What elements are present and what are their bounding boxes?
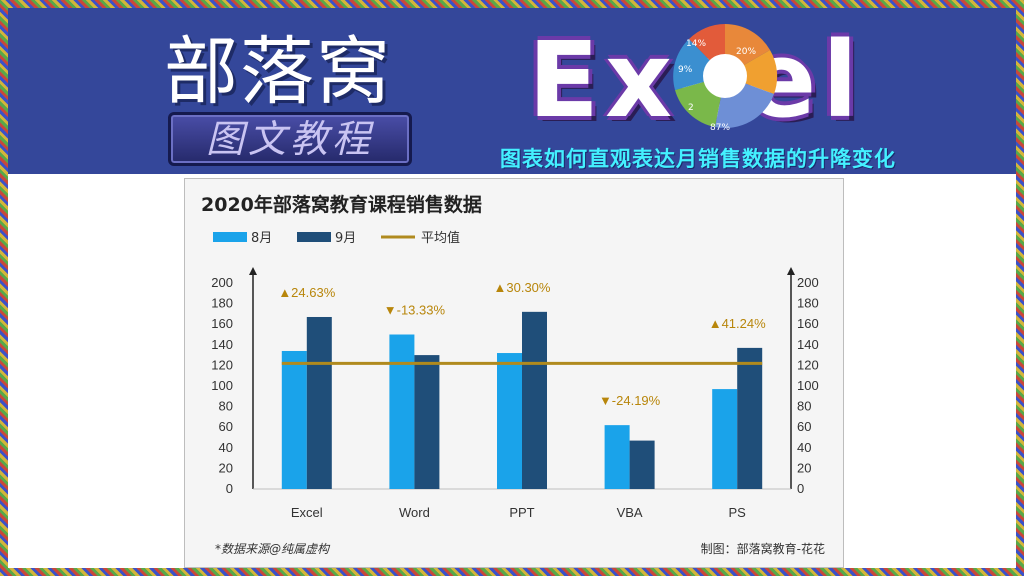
bar: [306, 316, 332, 489]
y-tick-label-right: 120: [797, 357, 819, 372]
change-data-label: ▲30.30%: [494, 280, 551, 295]
y-tick-label-right: 80: [797, 399, 811, 414]
bar: [604, 425, 630, 489]
y-tick-label-left: 200: [211, 275, 233, 290]
y-tick-label-left: 60: [219, 419, 233, 434]
logo-pie-label: 87%: [710, 123, 730, 133]
x-category-label: PS: [729, 505, 747, 520]
y-tick-label-left: 140: [211, 337, 233, 352]
pie-logo-icon: 14% 20% 9% 2 87%: [670, 18, 780, 140]
x-category-label: VBA: [617, 505, 643, 520]
y-tick-label-left: 180: [211, 296, 233, 311]
y-tick-label-right: 160: [797, 316, 819, 331]
y-tick-label-right: 20: [797, 460, 811, 475]
change-data-label: ▼-24.19%: [599, 393, 661, 408]
chart-card: 2020年部落窝教育课程销售数据 8月 9月 平均值 0 0 20 20 40 40 60 60 8…: [184, 178, 844, 568]
x-category-label: PPT: [509, 505, 534, 520]
brand-subtitle-box: 图文教程: [168, 112, 412, 166]
x-category-label: Excel: [291, 505, 323, 520]
brand-subtitle: 图文教程: [205, 117, 374, 161]
chart-axes: 0 0 20 20 40 40 60 60 80 80 100 100 120 120 140 140 160 1…: [211, 267, 819, 496]
bar: [712, 389, 738, 489]
change-data-label: ▼-13.33%: [384, 303, 446, 318]
legend-swatch: [213, 232, 247, 242]
logo-pie-label: 14%: [686, 39, 706, 49]
bar: [389, 334, 415, 489]
chart-plot-area: Excel ▲24.63% Word ▼-13.33% PPT ▲30.30% VBA ▼-2…: [278, 280, 766, 520]
y-tick-label-left: 120: [211, 357, 233, 372]
y-axis-right-arrow: [787, 267, 795, 275]
change-data-label: ▲41.24%: [709, 316, 766, 331]
poster-frame: 部落窝 图文教程 Excel 14% 20% 9% 2 87%: [8, 8, 1016, 568]
banner-subtitle: 图表如何直观表达月销售数据的升降变化: [500, 147, 896, 171]
y-tick-label-right: 0: [797, 481, 804, 496]
x-category-label: Word: [399, 505, 430, 520]
bar: [281, 350, 307, 489]
y-tick-label-left: 100: [211, 378, 233, 393]
bar: [497, 353, 522, 489]
bar: [629, 440, 655, 489]
chart-legend: 8月 9月 平均值: [213, 230, 460, 246]
y-tick-label-left: 160: [211, 316, 233, 331]
pie-logo-svg: 14% 20% 9% 2 87%: [673, 24, 778, 133]
y-tick-label-left: 20: [219, 460, 233, 475]
brand-title: 部落窝: [164, 29, 392, 115]
legend-label: 9月: [335, 231, 356, 246]
y-tick-label-right: 180: [797, 296, 819, 311]
y-tick-label-left: 40: [219, 440, 233, 455]
y-tick-label-right: 40: [797, 440, 811, 455]
y-tick-label-left: 0: [226, 481, 233, 496]
y-axis-left-arrow: [249, 267, 257, 275]
source-note: *数据来源@纯属虚构: [215, 542, 331, 556]
y-tick-label-right: 60: [797, 419, 811, 434]
y-tick-label-right: 200: [797, 275, 819, 290]
legend-label: 平均值: [421, 230, 460, 246]
chart-credit: 制图：部落窝教育-花花: [701, 541, 825, 556]
bar: [737, 347, 763, 489]
bar: [414, 355, 440, 489]
y-tick-label-right: 100: [797, 378, 819, 393]
y-tick-label-left: 80: [219, 399, 233, 414]
logo-pie-label: 20%: [736, 47, 756, 57]
legend-label: 8月: [251, 231, 272, 246]
bar-chart: 2020年部落窝教育课程销售数据 8月 9月 平均值 0 0 20 20 40 40 60 60 8…: [201, 193, 825, 556]
header-banner: 部落窝 图文教程 Excel 14% 20% 9% 2 87%: [8, 8, 1016, 174]
bar: [522, 311, 547, 489]
logo-pie-label: 2: [688, 103, 694, 113]
y-tick-label-right: 140: [797, 337, 819, 352]
chart-title: 2020年部落窝教育课程销售数据: [201, 193, 482, 216]
logo-pie-label: 9%: [678, 65, 693, 75]
change-data-label: ▲24.63%: [278, 285, 335, 300]
legend-swatch: [297, 232, 331, 242]
